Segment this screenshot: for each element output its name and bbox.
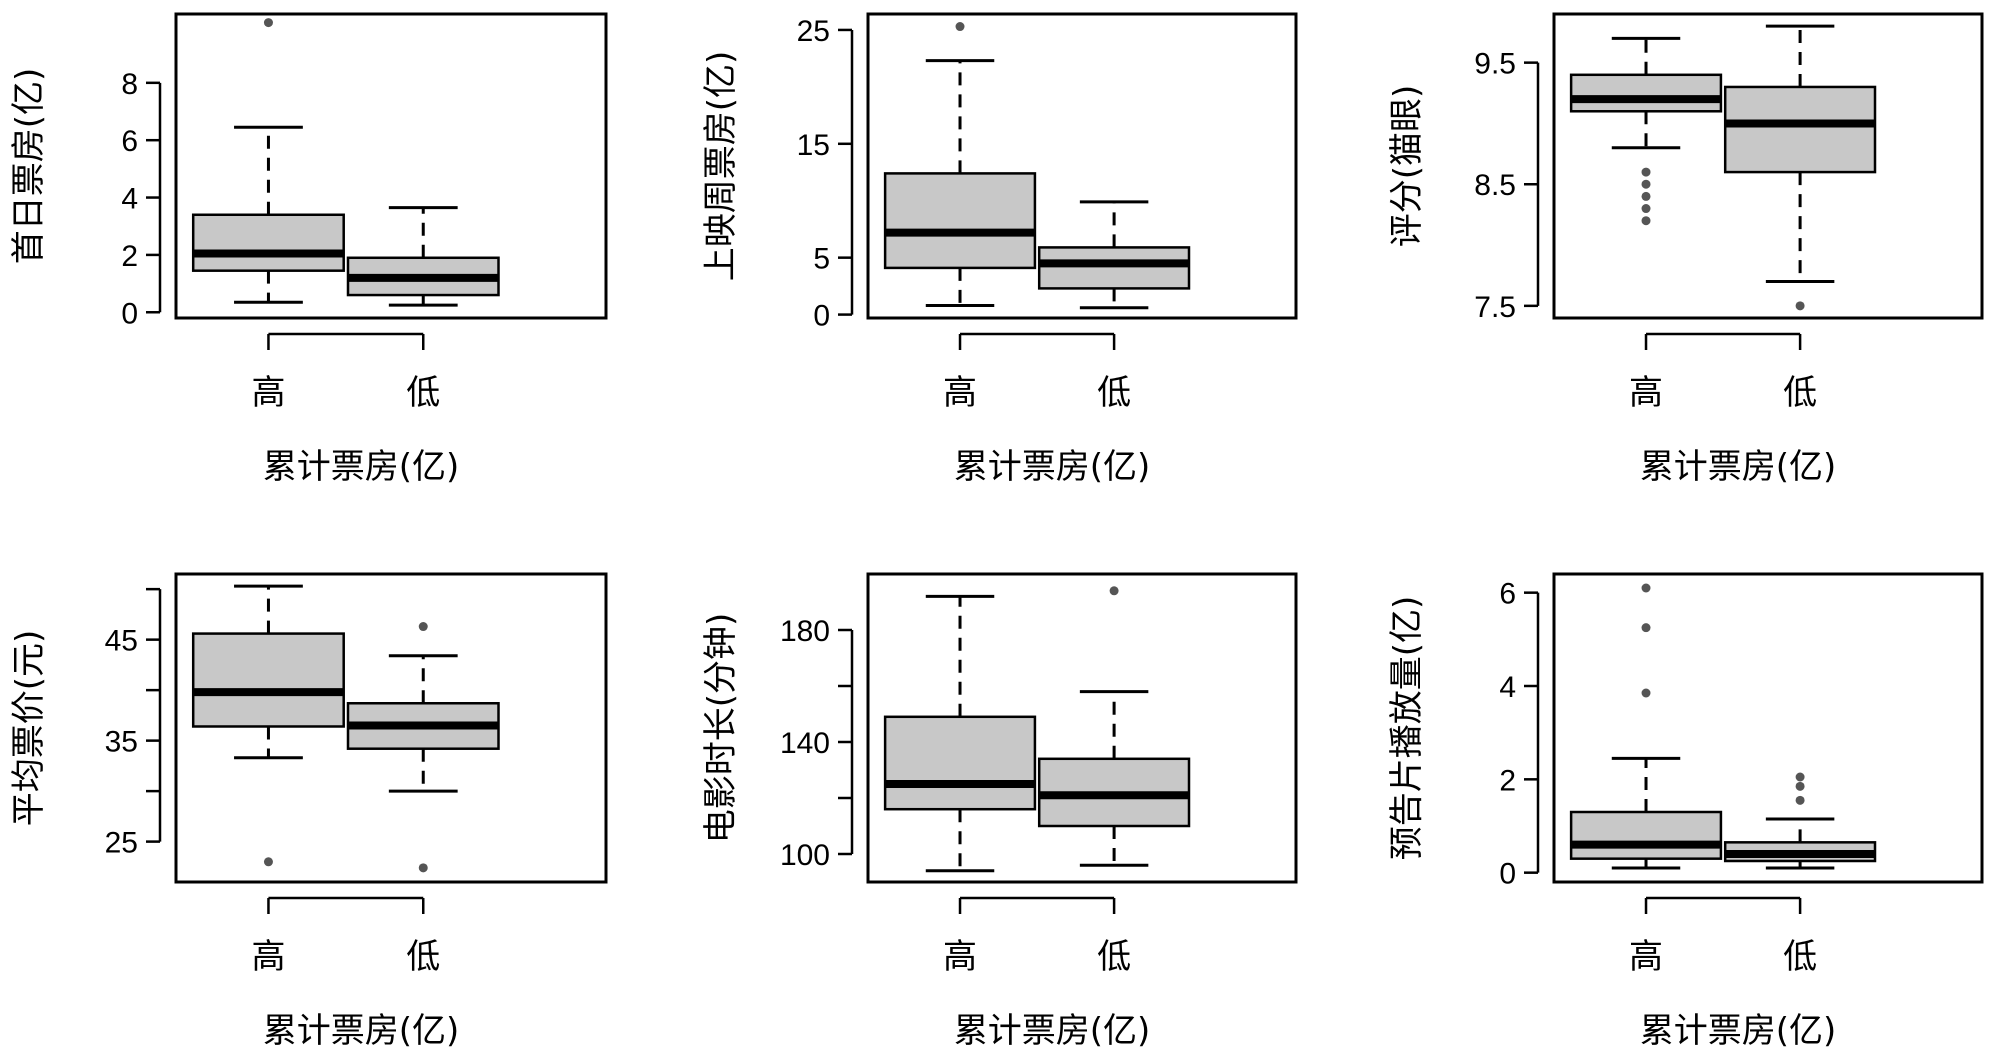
- iqr-box: [883, 172, 1037, 270]
- plot-frame: [1552, 12, 1984, 320]
- outlier-point: [1641, 167, 1651, 177]
- y-tick-label: 180: [780, 615, 830, 648]
- y-tick-label: 2: [121, 240, 138, 273]
- y-tick-label: 4: [121, 183, 138, 216]
- box-low: [346, 622, 500, 873]
- iqr-box: [1569, 810, 1723, 860]
- y-axis-title: 电影时长(分钟): [701, 613, 741, 844]
- y-tick-label: 6: [1499, 578, 1516, 611]
- box-high: [1569, 583, 1723, 870]
- x-category-label: 低: [1783, 937, 1817, 977]
- outlier-point: [1641, 191, 1651, 201]
- y-tick-label: 0: [121, 297, 138, 330]
- x-category-label: 低: [406, 937, 440, 977]
- outlier-point: [1795, 781, 1805, 791]
- x-category-label: 高: [1629, 373, 1663, 413]
- x-axis-title: 累计票房(亿): [263, 447, 460, 487]
- y-tick-label: 4: [1499, 671, 1516, 704]
- y-tick-label: 140: [780, 727, 830, 760]
- outlier-point: [955, 22, 965, 32]
- y-axis-title: 首日票房(亿): [9, 68, 49, 265]
- y-tick-label: 6: [121, 125, 138, 158]
- outlier-point: [1641, 688, 1651, 698]
- y-tick-label: 25: [797, 15, 830, 48]
- box-high: [883, 22, 1037, 307]
- outlier-point: [1795, 301, 1805, 311]
- x-axis-title: 累计票房(亿): [263, 1011, 460, 1051]
- box-low: [1037, 200, 1191, 310]
- x-axis-title: 累计票房(亿): [1640, 1011, 1837, 1051]
- y-axis-title: 上映周票房(亿): [701, 51, 741, 282]
- outlier-point: [1641, 623, 1651, 633]
- plot-frame: [174, 572, 608, 884]
- box-low: [1723, 772, 1877, 870]
- x-category-label: 低: [1783, 373, 1817, 413]
- outlier-point: [1795, 772, 1805, 782]
- x-category-label: 高: [1629, 937, 1663, 977]
- x-axis-title: 累计票房(亿): [954, 1011, 1151, 1051]
- x-category-label: 低: [1097, 373, 1131, 413]
- box-high: [191, 18, 345, 304]
- outlier-point: [1109, 586, 1119, 596]
- outlier-point: [1641, 179, 1651, 189]
- y-axis-title: 预告片播放量(亿): [1387, 596, 1427, 861]
- plot-frame: [174, 12, 608, 320]
- iqr-box: [191, 213, 345, 272]
- plot-frame: [866, 12, 1298, 320]
- y-tick-label: 15: [797, 129, 830, 162]
- box-high: [883, 594, 1037, 873]
- x-axis-title: 累计票房(亿): [954, 447, 1151, 487]
- box-low: [1723, 24, 1877, 311]
- y-tick-label: 100: [780, 839, 830, 872]
- y-axis-title: 平均票价(元): [9, 630, 49, 827]
- box-high: [1569, 36, 1723, 226]
- x-category-label: 低: [1097, 937, 1131, 977]
- outlier-point: [418, 863, 428, 873]
- outlier-point: [263, 857, 273, 867]
- y-tick-label: 7.5: [1474, 291, 1516, 324]
- x-category-label: 高: [943, 373, 977, 413]
- iqr-box: [191, 632, 345, 728]
- y-tick-label: 0: [1499, 858, 1516, 891]
- iqr-box: [1037, 246, 1191, 290]
- x-category-label: 低: [406, 373, 440, 413]
- x-category-label: 高: [251, 373, 285, 413]
- iqr-box: [1723, 85, 1877, 174]
- y-tick-label: 2: [1499, 764, 1516, 797]
- box-low: [1037, 586, 1191, 867]
- y-tick-label: 8: [121, 68, 138, 101]
- x-category-label: 高: [943, 937, 977, 977]
- outlier-point: [1641, 583, 1651, 593]
- x-category-label: 高: [251, 937, 285, 977]
- outlier-point: [1641, 204, 1651, 214]
- y-tick-label: 25: [105, 827, 138, 860]
- box-high: [191, 584, 345, 867]
- outlier-point: [1641, 216, 1651, 226]
- y-tick-label: 35: [105, 726, 138, 759]
- y-tick-label: 45: [105, 625, 138, 658]
- outlier-point: [263, 18, 273, 28]
- y-tick-label: 0: [813, 300, 830, 333]
- y-tick-label: 5: [813, 243, 830, 276]
- y-axis-title: 评分(猫眼): [1387, 85, 1427, 248]
- x-axis-title: 累计票房(亿): [1640, 447, 1837, 487]
- y-tick-label: 8.5: [1474, 169, 1516, 202]
- plot-frame: [1552, 572, 1984, 884]
- iqr-box: [883, 715, 1037, 811]
- y-tick-label: 9.5: [1474, 48, 1516, 81]
- iqr-box: [1569, 73, 1723, 113]
- plot-frame: [866, 572, 1298, 884]
- outlier-point: [1795, 795, 1805, 805]
- box-low: [346, 206, 500, 307]
- outlier-point: [418, 622, 428, 632]
